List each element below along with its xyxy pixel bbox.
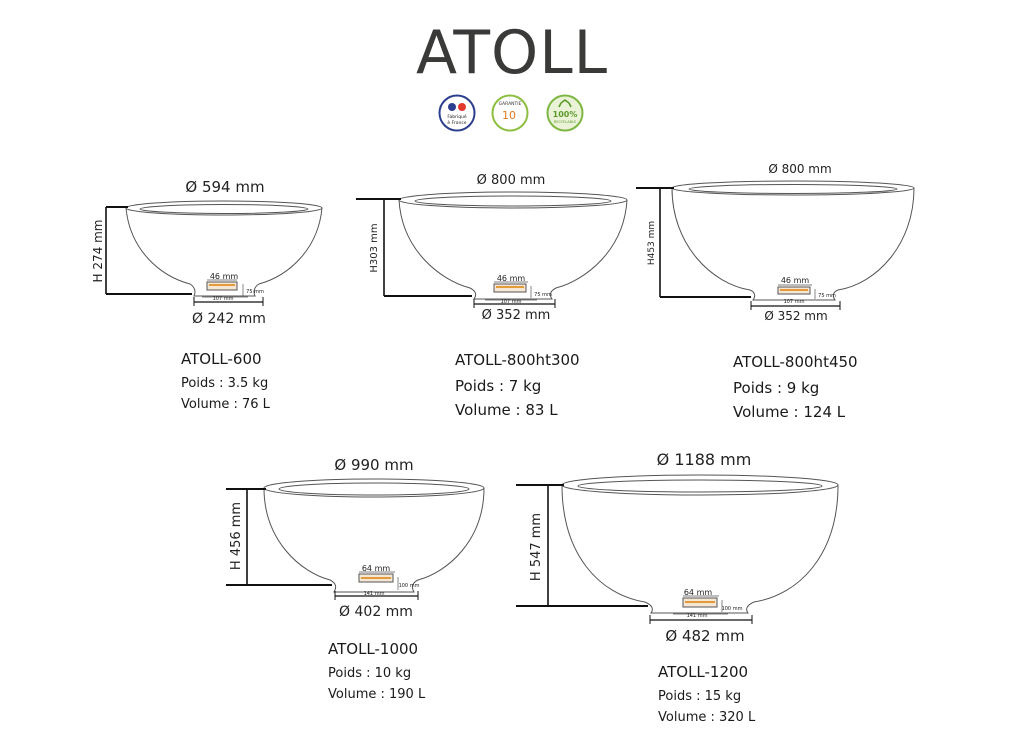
atoll-800ht450-height: H453 mm	[647, 221, 657, 265]
product-name: ATOLL-1200	[658, 663, 749, 681]
badge-garantie-label: GARANTIE	[499, 101, 522, 107]
atoll-1000-height: H 456 mm	[229, 502, 244, 570]
atoll-600-base-diameter: Ø 242 mm	[192, 311, 266, 327]
atoll-800ht300-base-diameter: Ø 352 mm	[482, 308, 551, 323]
atoll-1200-drain-base: 141 mm	[687, 613, 708, 619]
product-volume: Volume : 76 L	[181, 397, 270, 412]
recycle-icon	[558, 99, 572, 108]
atoll-800ht300-drain-height: 75 mm	[534, 292, 552, 298]
product-volume: Volume : 320 L	[658, 710, 756, 725]
product-volume: Volume : 83 L	[455, 401, 558, 419]
atoll-600-drain-width: 46 mm	[210, 272, 239, 281]
recyclable-badge: 100% RECYCLABLE	[546, 94, 584, 132]
atoll-1200-drain-height: 100 mm	[722, 606, 743, 612]
badge-garantie-number: 10	[502, 109, 516, 122]
spec-atoll-800ht300: ATOLL-800ht300 Poids : 7 kg Volume : 83 …	[455, 351, 580, 425]
atoll-1000-drain-base: 141 mm	[364, 591, 385, 597]
atoll-800ht450-top-diameter: Ø 800 mm	[768, 162, 831, 176]
guarantee-badge: GARANTIE 10	[491, 94, 529, 132]
product-name: ATOLL-600	[181, 350, 262, 368]
atoll-1000-drain-width: 64 mm	[362, 564, 391, 573]
product-name: ATOLL-800ht450	[733, 353, 858, 371]
atoll-600-drain-height: 75 mm	[246, 289, 264, 295]
atoll-800ht450-drain-base: 107 mm	[784, 299, 805, 305]
badge-recyclable-pct: 100%	[553, 110, 578, 119]
bowl-atoll-1000	[263, 478, 485, 593]
atoll-600-top-diameter: Ø 594 mm	[185, 178, 264, 196]
product-name: ATOLL-1000	[328, 640, 419, 658]
product-weight: Poids : 15 kg	[658, 689, 742, 704]
atoll-800ht450-drain-width: 46 mm	[781, 276, 810, 285]
atoll-1000-top-diameter: Ø 990 mm	[334, 456, 413, 474]
product-weight: Poids : 10 kg	[328, 666, 412, 681]
badge-france-text-2: è France	[447, 119, 466, 126]
atoll-600-height: H 274 mm	[91, 220, 105, 283]
atoll-800ht300-drain-base: 107 mm	[501, 299, 522, 305]
atoll-1000-drain-height: 100 mm	[399, 583, 420, 589]
product-weight: Poids : 7 kg	[455, 377, 542, 395]
bowl-atoll-600	[125, 200, 323, 298]
atoll-800ht450-drain-height: 75 mm	[818, 293, 836, 299]
product-volume: Volume : 124 L	[733, 403, 846, 421]
atoll-1200-top-diameter: Ø 1188 mm	[657, 450, 752, 469]
atoll-600-drain-base: 107 mm	[213, 296, 234, 302]
atoll-800ht300-height: H303 mm	[369, 223, 380, 272]
product-weight: Poids : 3.5 kg	[181, 376, 269, 391]
badge-france-text-1: Fabriqué	[447, 113, 467, 120]
spec-atoll-1000: ATOLL-1000 Poids : 10 kg Volume : 190 L	[328, 640, 425, 708]
atoll-1200-base-diameter: Ø 482 mm	[665, 627, 744, 645]
atoll-1200-drain-width: 64 mm	[684, 588, 713, 597]
atoll-1000-base-diameter: Ø 402 mm	[339, 604, 413, 620]
bowl-atoll-800ht450	[671, 180, 915, 301]
bowl-atoll-1200	[561, 474, 839, 615]
product-volume: Volume : 190 L	[328, 687, 426, 702]
atoll-800ht450-base-diameter: Ø 352 mm	[764, 309, 827, 323]
spec-atoll-800ht450: ATOLL-800ht450 Poids : 9 kg Volume : 124…	[733, 353, 858, 427]
badge-recyclable-text: RECYCLABLE	[554, 120, 576, 124]
bowl-atoll-800ht300	[398, 191, 628, 301]
atoll-800ht300-drain-width: 46 mm	[497, 274, 526, 283]
made-in-france-badge: Fabriqué è France	[438, 94, 476, 132]
atoll-1200-height: H 547 mm	[529, 513, 544, 581]
atoll-800ht300-top-diameter: Ø 800 mm	[477, 173, 546, 188]
page-title: ATOLL	[415, 18, 609, 88]
spec-atoll-1200: ATOLL-1200 Poids : 15 kg Volume : 320 L	[658, 663, 755, 731]
product-weight: Poids : 9 kg	[733, 379, 820, 397]
product-name: ATOLL-800ht300	[455, 351, 580, 369]
spec-atoll-600: ATOLL-600 Poids : 3.5 kg Volume : 76 L	[181, 350, 270, 418]
